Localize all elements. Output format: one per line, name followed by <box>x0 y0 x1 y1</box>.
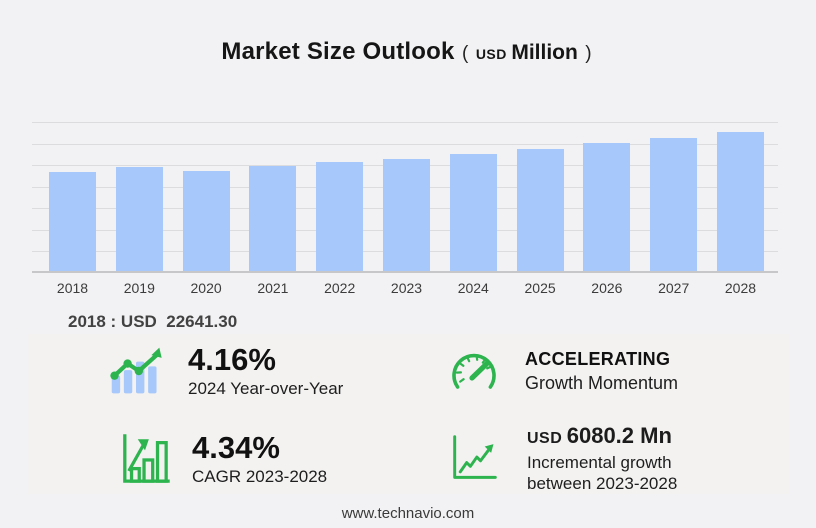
stat-cagr: 4.34% CAGR 2023-2028 <box>28 409 409 495</box>
incremental-label-line2: between 2023-2028 <box>527 473 678 493</box>
bar-2028 <box>716 132 764 271</box>
chart-title: Market Size Outlook ( USD Million ) <box>0 38 816 66</box>
yoy-label: 2024 Year-over-Year <box>188 379 344 399</box>
incremental-value-row: USD 6080.2 Mn <box>527 423 677 449</box>
bar-2021 <box>249 165 297 271</box>
x-tick-2020: 2020 <box>190 280 222 296</box>
x-tick-2028: 2028 <box>724 280 757 296</box>
incremental-value: 6080.2 Mn <box>566 422 672 448</box>
stat-yoy: 4.16% 2024 Year-over-Year <box>28 334 409 409</box>
x-tick-2023: 2023 <box>390 280 423 296</box>
momentum-value: ACCELERATING <box>525 348 671 369</box>
bar-2023 <box>382 158 430 271</box>
gridline <box>32 144 778 145</box>
stat-momentum: ACCELERATING Growth Momentum <box>409 334 790 409</box>
stat-incremental-growth: USD 6080.2 Mn Incremental growth between… <box>409 409 790 495</box>
bar-2027 <box>650 137 698 271</box>
x-tick-2018: 2018 <box>56 280 89 296</box>
yoy-value: 4.16% <box>188 342 276 378</box>
title-text: Market Size Outlook <box>221 38 455 65</box>
x-tick-2021: 2021 <box>257 280 289 296</box>
incremental-label-line1: Incremental growth <box>527 452 672 472</box>
gridline <box>32 122 778 123</box>
x-tick-2026: 2026 <box>591 280 623 296</box>
footer-url: www.technavio.com <box>341 505 475 522</box>
title-paren-open: ( <box>462 43 469 64</box>
title-paren-close: ) <box>585 43 592 64</box>
x-axis-labels: 2018 2019 2020 2021 2022 2023 2024 2025 2026 2027… <box>32 280 778 296</box>
bar-2025 <box>516 148 564 271</box>
base-year-value-annotation: 2018 : USD 22641.30 <box>68 312 238 331</box>
bar-2018 <box>49 171 96 271</box>
bar-2024 <box>449 153 497 271</box>
x-tick-2027: 2027 <box>658 280 690 296</box>
cagr-value: 4.34% <box>192 430 280 466</box>
stats-panel: 4.16% 2024 Year-over-Year ACCEL <box>28 334 790 494</box>
bar-2020 <box>182 170 230 271</box>
title-unit-million: Million <box>511 41 578 64</box>
bar-2026 <box>583 143 631 271</box>
axes-zigzag-growth-arrow-icon <box>451 434 499 482</box>
framed-growth-bars-arrow-icon <box>120 433 170 485</box>
bars-row <box>32 108 778 271</box>
x-tick-2024: 2024 <box>457 280 489 296</box>
title-unit-usd: USD <box>475 46 507 62</box>
x-tick-2019: 2019 <box>123 280 155 296</box>
speedometer-icon <box>449 350 499 392</box>
bar-2022 <box>316 161 364 271</box>
x-tick-2022: 2022 <box>324 280 356 296</box>
bar-2019 <box>115 166 163 271</box>
incremental-usd-prefix: USD <box>527 429 563 447</box>
bar-chart-plot <box>32 108 778 273</box>
x-tick-2025: 2025 <box>524 280 556 296</box>
bar-chart-trend-arrow-icon <box>108 346 164 396</box>
momentum-label: Growth Momentum <box>525 372 679 393</box>
cagr-label: CAGR 2023-2028 <box>192 467 328 487</box>
